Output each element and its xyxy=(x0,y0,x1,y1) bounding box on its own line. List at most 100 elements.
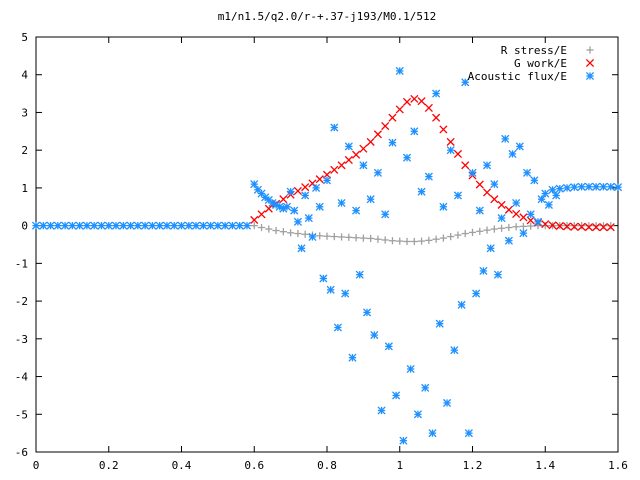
data-marks xyxy=(31,66,623,445)
y-tick-label: -1 xyxy=(15,257,28,270)
g-work-e-point xyxy=(395,105,404,114)
acoustic-flux-e-point xyxy=(519,229,528,238)
r-stress-e-point xyxy=(257,223,266,232)
acoustic-flux-e-point xyxy=(606,182,615,191)
acoustic-flux-e-point xyxy=(395,66,404,76)
r-stress-e-point xyxy=(294,229,302,238)
g-work-e-point xyxy=(373,130,382,139)
acoustic-flux-e-point xyxy=(373,168,382,177)
r-stress-e-point xyxy=(490,225,498,233)
acoustic-flux-e-point xyxy=(424,172,433,181)
acoustic-flux-e-point xyxy=(315,202,324,211)
acoustic-flux-e-point xyxy=(322,176,332,185)
acoustic-flux-e-point xyxy=(155,221,164,230)
g-work-e-point xyxy=(563,222,572,231)
r-stress-e-point xyxy=(272,226,280,235)
acoustic-flux-e-point xyxy=(530,176,539,185)
acoustic-flux-e-point xyxy=(286,187,295,196)
acoustic-flux-e-point xyxy=(53,221,62,230)
x-tick-label: 0.8 xyxy=(317,459,337,472)
acoustic-flux-e-point xyxy=(366,195,375,204)
r-stress-e-point xyxy=(345,233,353,241)
acoustic-flux-e-point xyxy=(475,206,484,215)
acoustic-flux-e-point xyxy=(555,184,564,193)
acoustic-flux-e-point xyxy=(432,89,441,98)
g-work-e-point xyxy=(504,205,513,214)
g-work-e-point xyxy=(584,223,593,232)
acoustic-flux-e-point xyxy=(242,221,252,230)
acoustic-flux-e-point xyxy=(104,221,113,230)
acoustic-flux-e-point xyxy=(399,436,408,445)
acoustic-flux-e-point xyxy=(421,383,430,392)
legend-marker-acoustic-flux-e xyxy=(585,71,595,81)
g-work-e-point xyxy=(388,113,397,122)
acoustic-flux-e-point xyxy=(126,221,135,230)
acoustic-flux-e-point xyxy=(472,289,481,298)
acoustic-flux-e-point xyxy=(119,221,128,230)
acoustic-flux-e-point xyxy=(406,364,415,374)
acoustic-flux-e-point xyxy=(599,182,608,191)
acoustic-flux-e-point xyxy=(464,429,473,438)
y-tick-label: 3 xyxy=(21,106,28,119)
g-work-e-point xyxy=(570,222,579,231)
acoustic-flux-e-point xyxy=(111,221,121,230)
acoustic-flux-e-point xyxy=(428,429,437,438)
acoustic-flux-e-point xyxy=(344,142,353,151)
acoustic-flux-e-point xyxy=(377,406,386,415)
r-stress-e-point xyxy=(425,236,433,244)
acoustic-flux-e-point xyxy=(457,300,466,309)
acoustic-flux-e-point xyxy=(75,221,84,230)
g-work-e-point xyxy=(453,149,463,159)
x-tick-label: 1.4 xyxy=(535,459,555,472)
g-work-e-point xyxy=(548,221,557,230)
acoustic-flux-e-point xyxy=(250,180,259,189)
x-tick-label: 0.6 xyxy=(244,459,264,472)
y-tick-label: 0 xyxy=(21,220,28,233)
acoustic-flux-e-point xyxy=(552,191,561,200)
r-stress-e-point xyxy=(468,228,477,237)
acoustic-flux-e-point xyxy=(584,182,593,191)
acoustic-flux-e-point xyxy=(544,200,553,209)
r-stress-e-point xyxy=(578,222,586,230)
acoustic-flux-e-point xyxy=(493,270,503,279)
g-work-e-point xyxy=(541,220,550,229)
r-stress-e-point xyxy=(388,237,397,245)
acoustic-flux-e-point xyxy=(402,153,412,162)
y-tick-label: -4 xyxy=(15,371,29,384)
acoustic-flux-e-point xyxy=(191,221,201,230)
r-stress-e-point xyxy=(599,222,608,230)
acoustic-flux-e-point xyxy=(453,191,463,200)
g-work-e-point xyxy=(599,223,608,232)
acoustic-flux-e-point xyxy=(501,134,510,143)
acoustic-flux-e-point xyxy=(526,210,535,219)
plot-frame xyxy=(35,36,619,453)
y-tick-label: -5 xyxy=(15,408,28,421)
r-stress-e-point xyxy=(417,237,426,245)
g-work-e-point xyxy=(293,186,302,195)
acoustic-flux-e-point xyxy=(235,221,244,230)
acoustic-flux-e-point xyxy=(523,168,532,177)
g-work-e-point xyxy=(301,183,310,192)
g-work-e-point xyxy=(257,210,266,219)
axes: 0 0.2 0.4 0.6 0.8 1 1.2 1.4 1.6 5 4 3 2 1 0 -1 -2 -3 -4 -5 -… xyxy=(15,31,628,472)
g-work-e-point xyxy=(337,161,346,170)
acoustic-flux-e-point xyxy=(301,191,310,200)
acoustic-flux-e-point xyxy=(490,180,499,189)
acoustic-flux-e-point xyxy=(392,391,401,400)
acoustic-flux-e-point xyxy=(148,221,157,230)
r-stress-e-point xyxy=(374,235,382,243)
acoustic-flux-e-point xyxy=(308,232,317,242)
series-acoustic-flux-e xyxy=(31,66,623,445)
r-stress-e-point xyxy=(447,232,455,241)
acoustic-flux-e-point xyxy=(319,274,328,283)
x-tick-label: 1.2 xyxy=(463,459,483,472)
g-work-e-point xyxy=(482,188,492,197)
acoustic-flux-e-point xyxy=(341,289,350,298)
acoustic-flux-e-point xyxy=(61,221,70,230)
r-stress-e-point xyxy=(396,237,404,245)
g-work-e-point xyxy=(446,137,455,146)
acoustic-flux-e-point xyxy=(213,221,222,230)
acoustic-flux-e-point xyxy=(384,342,393,351)
r-stress-e-point xyxy=(410,237,418,246)
